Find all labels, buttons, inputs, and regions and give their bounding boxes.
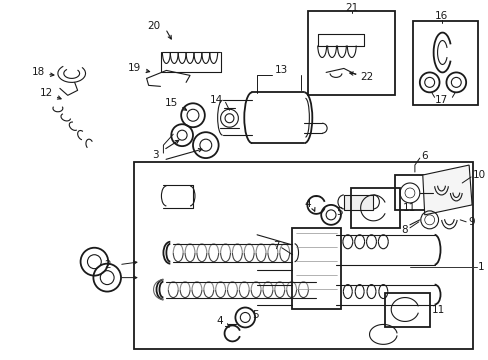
Polygon shape [422,165,471,215]
Bar [394,175,439,210]
Text: 21: 21 [345,3,358,13]
Text: 6: 6 [420,151,427,161]
Text: 5: 5 [252,310,258,320]
Text: 4: 4 [216,316,222,327]
Text: 4: 4 [304,199,311,209]
Text: 17: 17 [434,95,447,105]
Bar [134,162,472,349]
Text: 7: 7 [273,241,279,251]
Text: 5: 5 [335,207,342,217]
Text: 10: 10 [472,170,485,180]
Text: 2: 2 [104,260,111,270]
Text: 11: 11 [402,203,415,213]
Text: 1: 1 [477,262,484,272]
Text: 16: 16 [434,11,447,21]
Bar [308,11,394,95]
Text: 18: 18 [32,67,45,77]
Text: 19: 19 [127,63,141,73]
Text: 14: 14 [209,95,222,105]
Bar [343,195,373,210]
Text: 20: 20 [147,21,160,31]
Text: 12: 12 [40,88,53,98]
Bar [385,293,429,328]
Bar [412,21,477,105]
Text: 22: 22 [360,72,373,82]
Bar [291,228,340,310]
Text: 8: 8 [401,225,407,235]
Text: 3: 3 [152,150,158,160]
Bar [350,188,399,228]
Text: 11: 11 [431,306,444,315]
Text: 13: 13 [275,66,288,76]
Text: 9: 9 [467,217,474,227]
Text: 15: 15 [164,98,178,108]
